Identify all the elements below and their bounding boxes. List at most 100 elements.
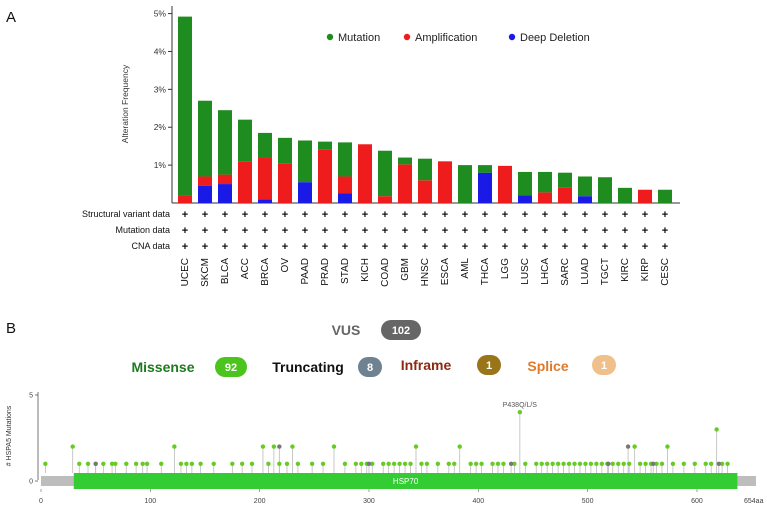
missense-mutation-point	[159, 461, 164, 466]
legend-swatch-amplification	[403, 33, 411, 41]
row-marker: +	[182, 209, 188, 221]
missense-mutation-point	[178, 461, 184, 466]
bar-lusc-mutation	[518, 171, 532, 196]
truncating-mutation-point	[93, 461, 98, 466]
row-marker: +	[402, 225, 408, 237]
category-label: LUAD	[580, 258, 591, 285]
missense-mutation-point	[124, 461, 129, 466]
bar-lusc-deep-deletion	[518, 195, 532, 203]
missense-mutation-point	[632, 444, 637, 449]
missense-mutation-point	[479, 461, 484, 466]
panel-a-letter: A	[6, 9, 16, 26]
missense-mutation-point	[413, 444, 419, 449]
truncating-mutation-point	[606, 461, 611, 466]
missense-mutation-point	[588, 461, 594, 466]
missense-mutation-point	[101, 461, 106, 466]
missense-mutation-point	[637, 461, 643, 466]
bar-hnsc-mutation	[418, 158, 432, 181]
row-marker: +	[362, 241, 368, 253]
missense-mutation-point	[561, 461, 566, 466]
category-label: SARC	[560, 258, 571, 286]
chart-legend: Mutation Amplification Deep Deletion	[326, 32, 590, 44]
row-marker: +	[242, 209, 248, 221]
missense-mutation-point	[113, 461, 118, 466]
category-label: PRAD	[320, 258, 331, 286]
category-label: LGG	[500, 258, 511, 279]
missense-mutation-point	[452, 461, 457, 466]
category-label: ESCA	[440, 258, 451, 286]
missense-mutation-point	[435, 461, 441, 466]
row-marker: +	[602, 225, 608, 237]
missense-mutation-point	[621, 461, 626, 466]
missense-mutation-point	[446, 461, 451, 466]
missense-mutation-point	[577, 461, 583, 466]
bar-ov-mutation	[278, 137, 292, 164]
bar-blca-deep-deletion	[218, 184, 232, 203]
row-marker: +	[482, 241, 488, 253]
missense-mutation-point	[260, 444, 266, 449]
row-marker: +	[342, 209, 348, 221]
lollipop-y-tick-label: 0	[29, 479, 33, 486]
inframe-count: 1	[486, 360, 492, 372]
bar-ucec-mutation	[178, 16, 192, 196]
missense-mutation-point	[534, 461, 539, 466]
bar-brca-mutation	[258, 132, 272, 158]
y-tick-label: 1%	[154, 160, 167, 170]
missense-mutation-point	[665, 444, 670, 449]
row-marker: +	[662, 225, 668, 237]
bar-sarc-mutation	[558, 172, 572, 188]
missense-mutation-point	[572, 461, 577, 466]
protein-length-label: 654aa	[744, 498, 764, 505]
missense-mutation-point	[703, 461, 708, 466]
row-marker: +	[242, 225, 248, 237]
bar-luad-mutation	[578, 176, 592, 197]
row-marker: +	[502, 209, 508, 221]
row-marker: +	[222, 209, 228, 221]
category-label: OV	[280, 258, 291, 273]
bar-brca-deep-deletion	[258, 199, 272, 203]
row-marker: +	[202, 225, 208, 237]
row-marker: +	[302, 209, 308, 221]
y-tick-label: 5%	[154, 9, 167, 19]
bar-stad-mutation	[338, 142, 352, 177]
bar-kich-amplification	[358, 144, 372, 203]
bar-thca-deep-deletion	[478, 172, 492, 203]
bar-sarc-amplification	[558, 187, 572, 203]
row-marker: +	[222, 241, 228, 253]
missense-mutation-point	[211, 461, 216, 466]
truncating-badge	[358, 357, 382, 377]
missense-mutation-point	[424, 461, 430, 466]
row-marker: +	[282, 209, 288, 221]
missense-mutation-point	[230, 461, 235, 466]
row-marker: +	[642, 209, 648, 221]
truncating-mutation-point	[366, 461, 372, 466]
bar-stad-deep-deletion	[338, 193, 352, 203]
bar-tgct-mutation	[598, 177, 612, 203]
row-marker: +	[662, 241, 668, 253]
legend-label: Deep Deletion	[520, 32, 590, 44]
missense-mutation-point	[172, 444, 177, 449]
truncating-mutation-point	[277, 444, 282, 449]
bar-skcm-deep-deletion	[198, 185, 212, 203]
missense-mutation-point	[239, 461, 245, 466]
bar-acc-mutation	[238, 119, 252, 162]
row-marker: +	[362, 225, 368, 237]
row-marker: +	[482, 225, 488, 237]
category-label: CESC	[660, 258, 671, 286]
missense-mutation-point	[419, 461, 424, 466]
missense-count: 92	[225, 362, 237, 374]
bar-gbm-amplification	[398, 164, 412, 203]
splice-label: Splice	[527, 358, 568, 374]
row-marker: +	[302, 225, 308, 237]
lollipop-x-tick-label: 0	[39, 498, 43, 505]
row-label: Structural variant data	[82, 209, 170, 219]
category-label: GBM	[400, 258, 411, 281]
missense-mutation-point	[277, 461, 282, 466]
category-label: BLCA	[220, 258, 231, 284]
missense-mutation-point	[43, 461, 48, 466]
category-label: THCA	[480, 258, 491, 286]
missense-mutation-point	[342, 461, 348, 466]
row-marker: +	[382, 209, 388, 221]
bar-lhca-mutation	[538, 171, 552, 193]
missense-mutation-point	[408, 461, 413, 466]
